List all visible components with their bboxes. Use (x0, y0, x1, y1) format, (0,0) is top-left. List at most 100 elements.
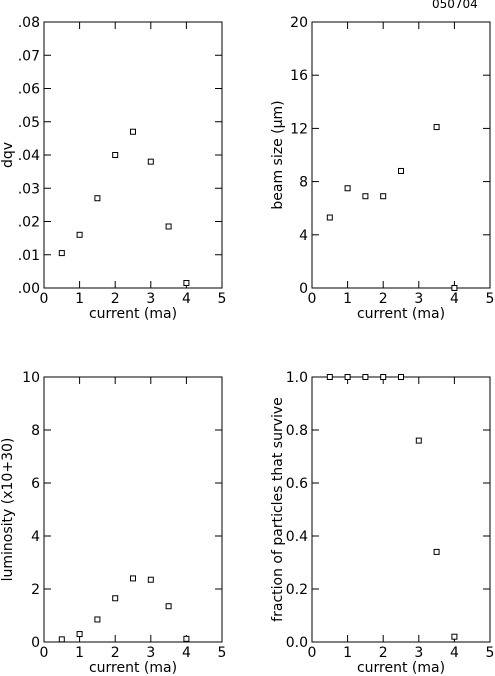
figure-id-label: 050704 (432, 0, 478, 11)
x-tick-label: 2 (111, 291, 120, 307)
y-tick-label: .06 (18, 82, 40, 98)
y-tick-label: 12 (290, 121, 308, 137)
x-tick-label: 1 (75, 645, 84, 661)
y-tick-label: 0.0 (286, 635, 308, 651)
y-tick-label: .04 (18, 148, 40, 164)
data-point (112, 595, 119, 602)
data-point (130, 575, 136, 582)
x-tick-label: 0 (308, 291, 317, 307)
y-tick-label: 2 (31, 582, 40, 598)
y-tick-label: 16 (290, 68, 308, 84)
x-tick-label: 3 (146, 291, 155, 307)
y-tick-label: .08 (18, 15, 40, 31)
data-point (76, 631, 83, 638)
y-tick-label: .05 (18, 115, 40, 131)
y-tick-label: .07 (18, 48, 40, 64)
y-axis-label: fraction of particles that survive (270, 397, 286, 622)
data-point (398, 374, 404, 380)
y-tick-label: .02 (18, 215, 40, 231)
y-tick-label: .00 (18, 281, 40, 297)
y-tick-label: .01 (18, 248, 40, 264)
y-tick-label: 20 (290, 15, 308, 31)
data-point (380, 193, 387, 200)
data-point (58, 636, 65, 643)
y-tick-label: .03 (18, 181, 40, 197)
data-point (165, 603, 172, 610)
data-point (451, 285, 458, 291)
data-point (147, 576, 154, 583)
data-point (451, 633, 458, 640)
data-point (112, 152, 119, 158)
y-tick-label: 10 (22, 370, 40, 386)
data-point (183, 635, 190, 642)
x-tick-label: 2 (379, 645, 388, 661)
data-point (147, 158, 154, 165)
data-point (433, 124, 440, 131)
data-point (130, 128, 136, 135)
y-tick-label: 1.0 (286, 370, 308, 386)
panel-dqv: 0 1 2 3 4 5 .00 .01 .02 .03 .04 .05 .06 .07 .08 current… (0, 15, 226, 322)
y-tick-label: 0.8 (286, 423, 308, 439)
data-point (415, 437, 422, 444)
data-point (344, 374, 351, 380)
data-point (76, 231, 83, 238)
data-point (362, 374, 369, 380)
x-tick-label: 0 (40, 645, 49, 661)
data-point (94, 616, 101, 623)
x-tick-label: 4 (182, 645, 191, 661)
x-axis-label: current (ma) (89, 660, 177, 676)
x-tick-label: 5 (486, 645, 495, 661)
y-axis-label: beam size (μm) (270, 100, 286, 209)
x-tick-label: 2 (379, 291, 388, 307)
y-axis-label: luminosity (x10+30) (0, 438, 16, 582)
x-tick-label: 4 (450, 291, 459, 307)
y-axis-label: dqv (0, 142, 16, 168)
data-point (165, 223, 172, 230)
panel-luminosity: 0 1 2 3 4 5 0 2 4 6 8 10 current (ma) luminosity (x10… (0, 370, 226, 676)
y-tick-label: 8 (299, 175, 308, 191)
y-tick-label: 6 (31, 476, 40, 492)
data-point (58, 250, 65, 257)
x-tick-label: 4 (182, 291, 191, 307)
data-point (183, 280, 190, 287)
x-tick-label: 5 (218, 291, 227, 307)
data-point (380, 374, 387, 380)
x-tick-label: 0 (40, 291, 49, 307)
plot-frame (311, 21, 491, 289)
x-tick-label: 3 (414, 645, 423, 661)
x-tick-label: 4 (450, 645, 459, 661)
y-tick-label: 0 (299, 281, 308, 297)
y-tick-label: 4 (299, 228, 308, 244)
plot-frame (43, 376, 223, 643)
x-tick-label: 1 (343, 291, 352, 307)
y-tick-label: 0.2 (286, 582, 308, 598)
x-tick-label: 5 (486, 291, 495, 307)
y-tick-label: 0.6 (286, 476, 308, 492)
x-axis-label: current (ma) (89, 306, 177, 322)
panel-survival-fraction: 0 1 2 3 4 5 0.0 0.2 0.4 0.6 0.8 1.0 current (ma) frac… (270, 370, 494, 676)
x-tick-label: 3 (414, 291, 423, 307)
data-point (94, 195, 101, 202)
plot-frame (311, 376, 491, 643)
y-tick-label: 0.4 (286, 529, 308, 545)
x-axis-label: current (ma) (357, 306, 445, 322)
data-point (362, 193, 369, 200)
data-point (433, 548, 440, 555)
data-point (344, 185, 351, 192)
x-tick-label: 3 (146, 645, 155, 661)
x-tick-label: 0 (308, 645, 317, 661)
y-tick-label: 8 (31, 423, 40, 439)
data-point (326, 374, 333, 380)
x-tick-label: 2 (111, 645, 120, 661)
x-tick-label: 1 (75, 291, 84, 307)
data-point (398, 167, 404, 174)
x-tick-label: 1 (343, 645, 352, 661)
y-tick-label: 4 (31, 529, 40, 545)
x-axis-label: current (ma) (357, 660, 445, 676)
data-point (326, 214, 333, 221)
x-tick-label: 5 (218, 645, 227, 661)
plot-frame (43, 21, 223, 289)
y-tick-label: 0 (31, 635, 40, 651)
